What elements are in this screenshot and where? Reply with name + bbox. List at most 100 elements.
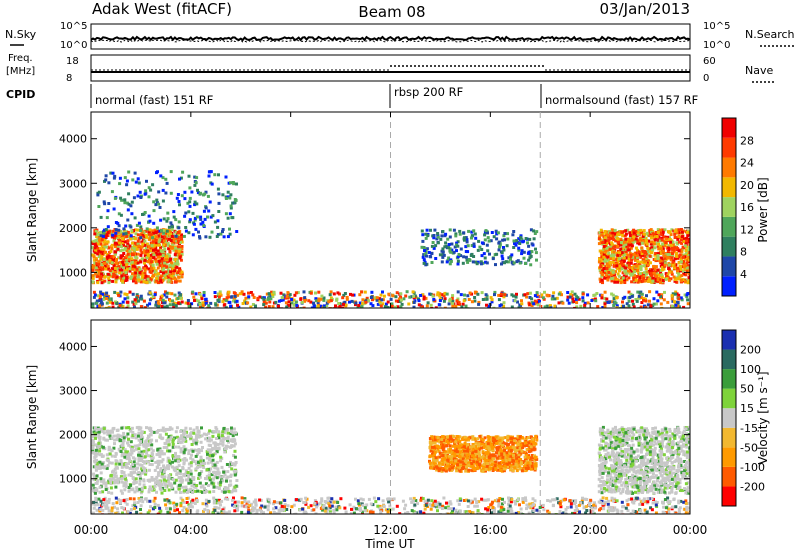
echo-cell <box>672 261 675 264</box>
echo-cell <box>179 294 182 297</box>
echo-cell <box>166 439 169 442</box>
echo-cell <box>685 240 688 243</box>
echo-cell <box>673 300 676 303</box>
echo-cell <box>566 291 569 294</box>
echo-cell <box>428 251 431 254</box>
echo-cell <box>135 477 138 480</box>
echo-cell <box>439 238 442 241</box>
echo-cell <box>526 241 529 244</box>
echo-cell <box>156 448 159 451</box>
echo-cell <box>150 267 153 270</box>
echo-cell <box>510 293 513 296</box>
echo-cell <box>96 193 99 196</box>
echo-cell <box>164 192 167 195</box>
echo-cell <box>147 254 150 257</box>
echo-cell <box>675 255 678 258</box>
echo-cell <box>144 193 147 196</box>
echo-cell <box>192 450 195 453</box>
echo-cell <box>161 257 164 260</box>
echo-cell <box>664 241 667 244</box>
echo-cell <box>667 267 670 270</box>
echo-cell <box>443 254 446 257</box>
echo-cell <box>163 236 166 239</box>
echo-cell <box>214 464 217 467</box>
echo-cell <box>680 279 683 282</box>
echo-cell <box>114 471 117 474</box>
echo-cell <box>166 305 169 308</box>
echo-cell <box>534 294 537 297</box>
echo-cell <box>97 428 100 431</box>
echo-cell <box>154 203 157 206</box>
echo-cell <box>674 304 677 307</box>
echo-cell <box>212 459 215 462</box>
cpid-label: CPID <box>6 88 35 101</box>
echo-cell <box>483 252 486 255</box>
echo-cell <box>161 305 164 308</box>
echo-cell <box>140 431 143 434</box>
echo-cell <box>156 226 159 229</box>
echo-cell <box>92 440 95 443</box>
echo-cell <box>182 473 185 476</box>
echo-cell <box>430 304 433 307</box>
echo-cell <box>506 232 509 235</box>
echo-cell <box>178 488 181 491</box>
echo-cell <box>163 429 166 432</box>
echo-cell <box>148 215 151 218</box>
echo-cell <box>108 259 111 262</box>
echo-cell <box>334 304 337 307</box>
echo-cell <box>566 299 569 302</box>
echo-cell <box>665 278 668 281</box>
echo-cell <box>618 251 621 254</box>
echo-cell <box>191 491 194 494</box>
echo-cell <box>182 432 185 435</box>
echo-cell <box>601 273 604 276</box>
echo-cell <box>107 277 110 280</box>
echo-cell <box>100 477 103 480</box>
echo-cell <box>247 295 250 298</box>
echo-cell <box>101 281 104 284</box>
echo-cell <box>105 297 108 300</box>
echo-cell <box>145 234 148 237</box>
echo-cell <box>207 484 210 487</box>
echo-cell <box>141 453 144 456</box>
echo-cell <box>115 466 118 469</box>
echo-cell <box>129 226 132 229</box>
echo-cell <box>497 242 500 245</box>
echo-cell <box>493 235 496 238</box>
echo-cell <box>235 479 238 482</box>
echo-cell <box>235 183 238 186</box>
echo-cell <box>214 291 217 294</box>
echo-cell <box>534 300 537 303</box>
echo-cell <box>189 435 192 438</box>
echo-cell <box>206 468 209 471</box>
echo-cell <box>149 220 152 223</box>
echo-cell <box>177 472 180 475</box>
echo-cell <box>95 449 98 452</box>
echo-cell <box>520 252 523 255</box>
echo-cell <box>655 291 658 294</box>
echo-cell <box>157 301 160 304</box>
echo-cell <box>162 299 165 302</box>
echo-cell <box>441 260 444 263</box>
echo-cell <box>169 484 172 487</box>
echo-cell <box>157 463 160 466</box>
echo-cell <box>122 252 125 255</box>
echo-cell <box>97 263 100 266</box>
echo-cell <box>290 298 293 301</box>
echo-cell <box>178 269 181 272</box>
echo-cell <box>130 440 133 443</box>
echo-cell <box>656 299 659 302</box>
echo-cell <box>651 280 654 283</box>
echo-cell <box>460 293 463 296</box>
echo-cell <box>268 297 271 300</box>
echo-cell <box>113 177 116 180</box>
echo-cell <box>469 292 472 295</box>
echo-cell <box>144 275 147 278</box>
echo-cell <box>131 427 134 430</box>
echo-cell <box>441 230 444 233</box>
echo-cell <box>164 178 167 181</box>
echo-cell <box>135 488 138 491</box>
echo-cell <box>606 267 609 270</box>
echo-cell <box>122 227 125 230</box>
echo-cell <box>124 225 127 228</box>
